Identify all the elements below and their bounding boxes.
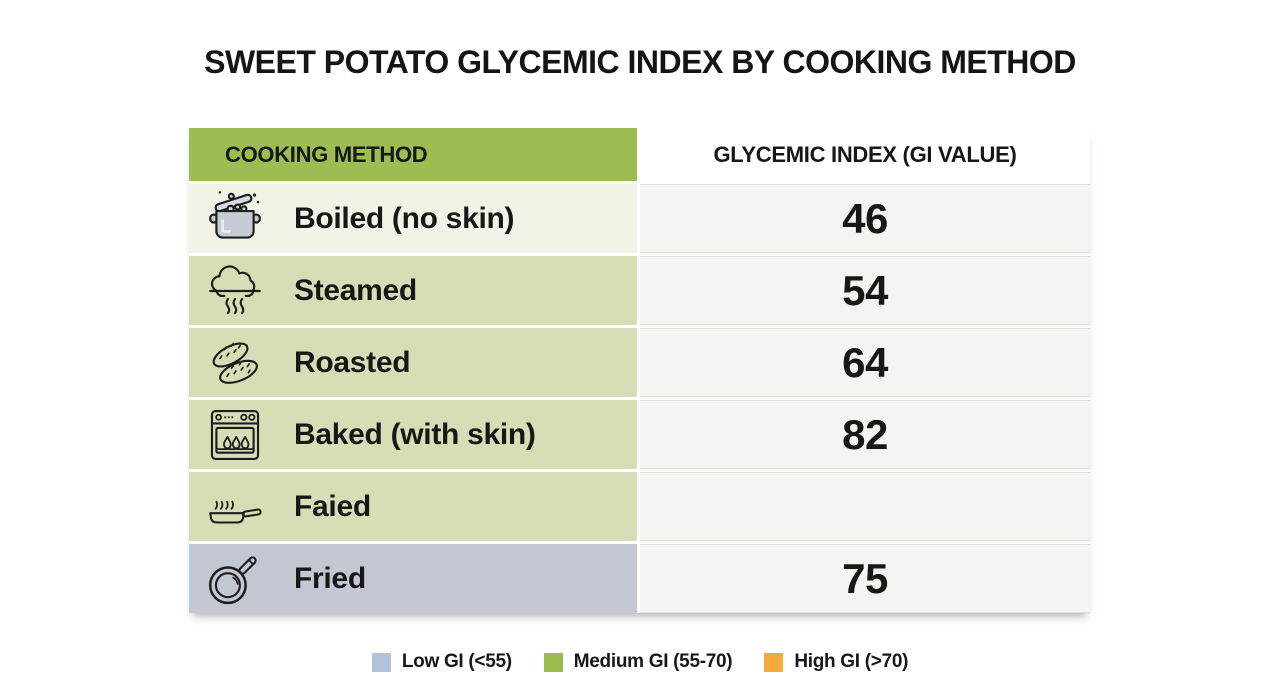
- gi-value: 82: [842, 410, 888, 458]
- table-row: Faied: [189, 472, 1090, 541]
- page-title: SWEET POTATO GLYCEMIC INDEX BY COOKING M…: [204, 44, 1076, 80]
- method-label: Steamed: [294, 273, 417, 307]
- table-row: Baked (with skin) 82: [189, 400, 1090, 469]
- method-label: Fried: [294, 561, 366, 595]
- method-label: Boiled (no skin): [294, 201, 515, 235]
- gi-cell: 64: [640, 328, 1090, 397]
- pan-top-icon: [202, 546, 268, 612]
- table-row: Roasted 64: [189, 328, 1090, 397]
- sweet-potato-icon: [202, 330, 268, 396]
- low-gi-swatch: [371, 652, 391, 672]
- method-label: Baked (with skin): [294, 417, 536, 451]
- gi-value: 64: [842, 338, 888, 386]
- medium-gi-swatch: [543, 652, 563, 672]
- gi-cell: 54: [640, 256, 1090, 325]
- boiling-pot-icon: [202, 186, 268, 252]
- gi-value: 54: [842, 266, 888, 314]
- method-cell: Steamed: [189, 256, 637, 325]
- table-header-row: COOKING METHOD GLYCEMIC INDEX (GI VALUE): [189, 128, 1090, 181]
- gi-cell: [640, 472, 1090, 541]
- header-cooking-method: COOKING METHOD: [189, 128, 637, 181]
- method-cell: Roasted: [189, 328, 637, 397]
- table-row: Boiled (no skin) 46: [189, 184, 1090, 253]
- table-row: Fried 75: [189, 544, 1090, 613]
- header-gi-value: GLYCEMIC INDEX (GI VALUE): [713, 141, 1017, 167]
- gi-value: 46: [842, 194, 888, 242]
- gi-value: 75: [842, 554, 888, 602]
- legend-label: Low GI (<55): [401, 651, 512, 672]
- gi-cell: 82: [640, 400, 1090, 469]
- method-cell: Baked (with skin): [189, 400, 637, 469]
- legend-label: High GI (>70): [794, 651, 909, 672]
- legend-item-medium: Medium GI (55-70): [543, 651, 733, 673]
- high-gi-swatch: [764, 652, 784, 672]
- legend-item-high: High GI (>70): [764, 651, 908, 673]
- method-cell: Boiled (no skin): [189, 184, 637, 253]
- method-cell: Fried: [189, 544, 637, 613]
- legend-label: Medium GI (55-70): [573, 651, 733, 672]
- gi-cell: 46: [640, 184, 1090, 253]
- steam-cloud-icon: [202, 258, 268, 324]
- method-label: Roasted: [294, 345, 411, 379]
- legend-item-low: Low GI (<55): [371, 651, 512, 673]
- method-cell: Faied: [189, 472, 637, 541]
- gi-table: COOKING METHOD GLYCEMIC INDEX (GI VALUE): [189, 128, 1090, 613]
- gi-cell: 75: [640, 544, 1090, 613]
- pan-side-icon: [202, 474, 268, 540]
- method-label: Faied: [294, 489, 371, 523]
- oven-icon: [202, 402, 268, 468]
- table-row: Steamed 54: [189, 256, 1090, 325]
- gi-legend: Low GI (<55) Medium GI (55-70) High GI (…: [0, 651, 1280, 673]
